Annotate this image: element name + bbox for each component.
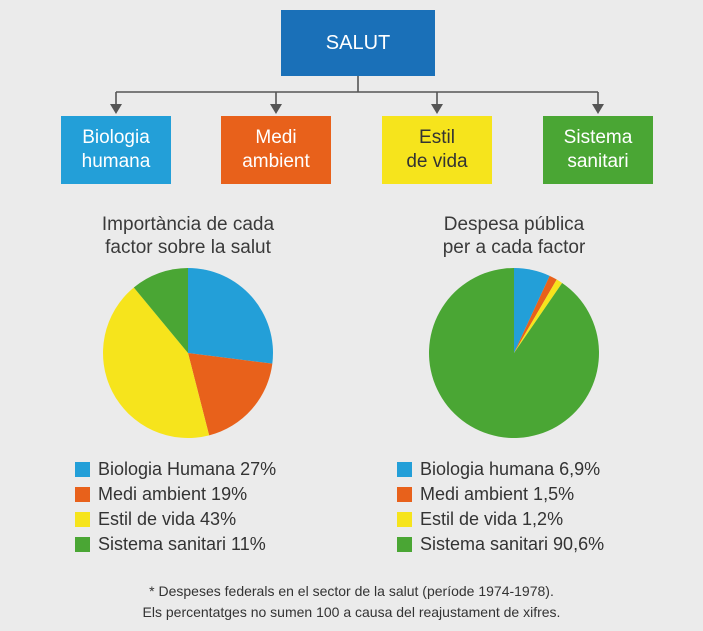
legend-despesa: Biologia humana 6,9% Medi ambient 1,5% E… (397, 457, 604, 557)
legend-importancia: Biologia Humana 27% Medi ambient 19% Est… (75, 457, 276, 557)
factor-label: Estil de vida (406, 127, 468, 172)
legend-swatch (75, 487, 90, 502)
legend-swatch (397, 462, 412, 477)
legend-swatch (75, 512, 90, 527)
legend-item: Medi ambient 1,5% (397, 482, 604, 507)
legend-label: Sistema sanitari 11% (98, 534, 266, 554)
pie-slice-sistema-sanitari (133, 268, 188, 353)
legend-label: Estil de vida 43% (98, 509, 237, 529)
factor-label: Medi ambient (242, 127, 310, 172)
pie-slice-estil-de-vida (514, 279, 563, 353)
salut-box: SALUT (281, 10, 435, 76)
legend-swatch (75, 537, 90, 552)
chart-title-importancia: Importància de cada factor sobre la salu… (101, 214, 275, 258)
legend-item: Biologia Humana 27% (75, 457, 276, 482)
salut-title: SALUT (325, 31, 391, 54)
factor-label: Biologia humana (81, 127, 151, 172)
legend-item: Sistema sanitari 90,6% (397, 532, 604, 557)
pie-slice-biologia-humana (188, 268, 273, 364)
factor-medi-ambient: Medi ambient (221, 116, 331, 184)
connector-lines (110, 76, 604, 114)
legend-item: Sistema sanitari 11% (75, 532, 276, 557)
legend-label: Sistema sanitari 90,6% (420, 534, 605, 554)
legend-label: Biologia humana 6,9% (420, 459, 601, 479)
factor-estil-de-vida: Estil de vida (382, 116, 492, 184)
footnote: * Despeses federals en el sector de la s… (0, 581, 703, 623)
pie-chart-importancia (102, 268, 273, 438)
footnote-line-2: Els percentatges no sumen 100 a causa de… (142, 604, 561, 620)
legend-label: Medi ambient 1,5% (420, 484, 575, 504)
pie-slice-medi-ambient (188, 353, 273, 436)
legend-swatch (75, 462, 90, 477)
legend-swatch (397, 537, 412, 552)
legend-swatch (397, 487, 412, 502)
pie-slice-estil-de-vida (102, 287, 210, 438)
legend-item: Medi ambient 19% (75, 482, 276, 507)
legend-label: Biologia Humana 27% (98, 459, 277, 479)
chart-title-despesa: Despesa pública per a cada factor (442, 214, 586, 258)
factor-label: Sistema sanitari (563, 127, 633, 172)
pie-slice-sistema-sanitari (429, 268, 599, 438)
legend-swatch (397, 512, 412, 527)
footnote-line-1: * Despeses federals en el sector de la s… (149, 583, 554, 599)
pie-slice-biologia-humana (514, 268, 550, 353)
factor-biologia-humana: Biologia humana (61, 116, 171, 184)
legend-item: Estil de vida 43% (75, 507, 276, 532)
legend-label: Estil de vida 1,2% (420, 509, 564, 529)
pie-chart-despesa (429, 268, 599, 438)
pie-slice-medi-ambient (514, 275, 557, 353)
legend-item: Biologia humana 6,9% (397, 457, 604, 482)
legend-item: Estil de vida 1,2% (397, 507, 604, 532)
factor-sistema-sanitari: Sistema sanitari (543, 116, 653, 184)
legend-label: Medi ambient 19% (98, 484, 248, 504)
